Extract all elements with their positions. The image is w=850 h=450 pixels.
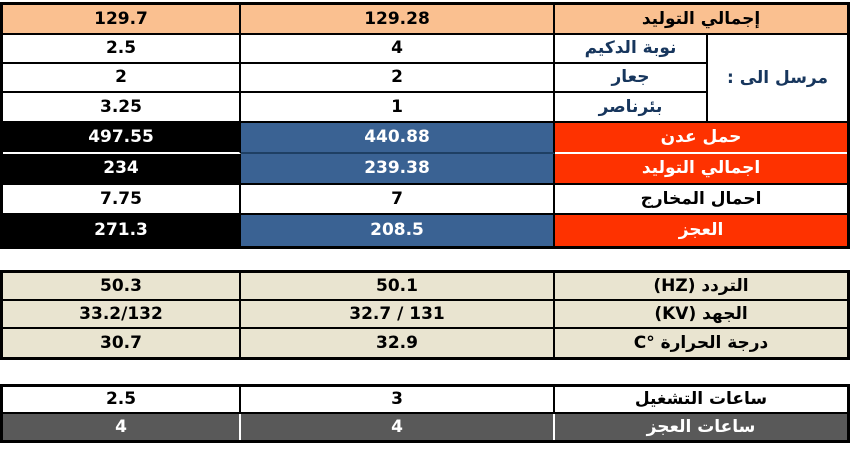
deficit-value-1: 271.3 <box>3 215 241 246</box>
outlet-loads-value-2: 7 <box>241 185 555 215</box>
aden-load-value-1: 497.55 <box>3 123 241 154</box>
dokaim-label: نوبة الدكيم <box>555 35 708 64</box>
aden-load-label: حمل عدن <box>555 123 847 154</box>
deficit-hours-label: ساعات العجز <box>555 414 847 440</box>
temperature-value-1: 30.7 <box>3 329 241 357</box>
hours-table: 2.5 3 ساعات التشغيل 4 4 ساعات العجز <box>0 384 850 443</box>
voltage-value-2: 32.7 / 131 <box>241 301 555 329</box>
bernasser-value-2: 1 <box>241 93 555 123</box>
outlet-loads-value-1: 7.75 <box>3 185 241 215</box>
bernasser-label: بئرناصر <box>555 93 708 123</box>
outlet-loads-label: احمال المخارج <box>555 185 847 215</box>
deficit-hours-value-2: 4 <box>241 414 555 440</box>
generation-total-value-1: 234 <box>3 154 241 185</box>
sent-to-label: مرسل الى : <box>708 35 847 123</box>
frequency-value-2: 50.1 <box>241 273 555 301</box>
aden-load-value-2: 440.88 <box>241 123 555 154</box>
deficit-hours-value-1: 4 <box>3 414 241 440</box>
total-generation-label: إجمالي التوليد <box>555 5 847 35</box>
voltage-label: الجهد (KV) <box>555 301 847 329</box>
dokaim-value-1: 2.5 <box>3 35 241 64</box>
frequency-label: التردد (HZ) <box>555 273 847 301</box>
dokaim-value-2: 4 <box>241 35 555 64</box>
measurements-table: 50.3 50.1 التردد (HZ) 33.2/132 32.7 / 13… <box>0 270 850 360</box>
top-strip <box>0 0 850 2</box>
operating-hours-value-1: 2.5 <box>3 387 241 414</box>
deficit-value-2: 208.5 <box>241 215 555 246</box>
operating-hours-value-2: 3 <box>241 387 555 414</box>
deficit-label: العجز <box>555 215 847 246</box>
jaar-value-2: 2 <box>241 64 555 93</box>
bernasser-value-1: 3.25 <box>3 93 241 123</box>
total-generation-value-2: 129.28 <box>241 5 555 35</box>
temperature-value-2: 32.9 <box>241 329 555 357</box>
generation-total-value-2: 239.38 <box>241 154 555 185</box>
jaar-label: جعار <box>555 64 708 93</box>
voltage-value-1: 33.2/132 <box>3 301 241 329</box>
temperature-label: درجة الحرارة °C <box>555 329 847 357</box>
operating-hours-label: ساعات التشغيل <box>555 387 847 414</box>
total-generation-value-1: 129.7 <box>3 5 241 35</box>
frequency-value-1: 50.3 <box>3 273 241 301</box>
generation-total-label: اجمالي التوليد <box>555 154 847 185</box>
jaar-value-1: 2 <box>3 64 241 93</box>
generation-table: 129.7 129.28 إجمالي التوليد 2.5 4 نوبة ا… <box>0 2 850 249</box>
